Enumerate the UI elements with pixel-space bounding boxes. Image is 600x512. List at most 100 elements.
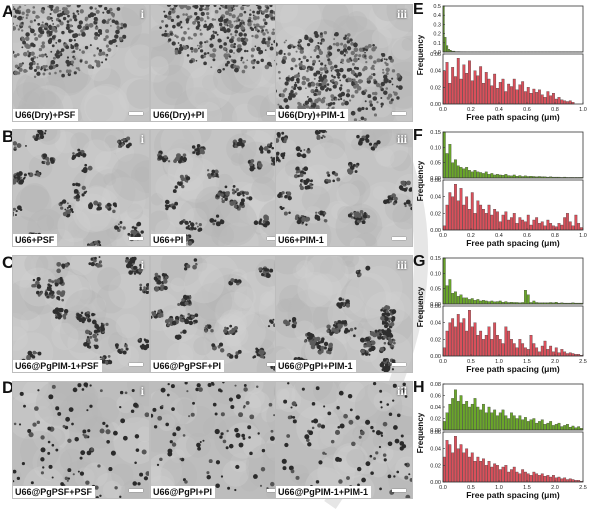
red-series-bar xyxy=(484,335,488,357)
green-series-bar xyxy=(554,424,558,431)
red-series-bar xyxy=(566,213,569,231)
red-series-bar xyxy=(445,62,449,105)
green-series-bar xyxy=(448,279,452,305)
green-series-bar xyxy=(493,409,497,431)
micrograph-c-iii: iii U66@PgPI+PIM-1 xyxy=(275,255,413,373)
green-series-bar xyxy=(535,422,539,431)
green-series-bar xyxy=(515,418,519,431)
green-series-bar xyxy=(470,298,474,305)
y-tick-label: 0.3 xyxy=(433,22,441,28)
red-series-bar xyxy=(479,330,483,357)
scale-bar xyxy=(267,112,281,115)
micrograph-c-i: i U66@PgPIM-1+PSF xyxy=(12,255,150,373)
red-series-bar xyxy=(496,465,499,483)
red-series-bar xyxy=(560,99,564,105)
green-series-bar xyxy=(456,165,460,179)
red-series-bar xyxy=(563,477,567,483)
y-tick-label: 0.04 xyxy=(430,447,441,453)
green-series-bar xyxy=(462,168,466,179)
red-series-bar xyxy=(462,204,466,231)
red-series-bar xyxy=(529,224,533,231)
green-series-frame xyxy=(442,5,584,53)
red-series-bar xyxy=(549,345,553,357)
scale-bar xyxy=(392,112,406,115)
red-series-bar xyxy=(546,349,550,357)
red-series-bar xyxy=(490,214,494,231)
micrograph-texture xyxy=(13,130,149,246)
red-series-bar xyxy=(518,339,522,357)
red-series-bar xyxy=(515,89,519,105)
red-series-bar xyxy=(554,477,558,483)
micrograph-texture xyxy=(276,382,412,498)
red-series-bar xyxy=(574,214,578,231)
panel-caption: U66@PgPI+PIM-1 xyxy=(276,360,356,372)
red-series-subplot: 0.00 0.02 0.04 0.06 xyxy=(430,430,584,486)
red-series-bar xyxy=(465,73,469,105)
x-tick-label: 0.6 xyxy=(523,233,531,239)
green-series-bar xyxy=(456,296,460,305)
green-series-bar xyxy=(552,425,555,431)
green-series-bar xyxy=(487,174,491,179)
red-series-bar xyxy=(524,347,527,357)
y-tick-label: 0.00 xyxy=(430,428,441,434)
green-series-bar xyxy=(470,171,474,179)
red-series-bar xyxy=(504,326,508,357)
y-tick-label: 0.06 xyxy=(430,394,441,400)
red-series-bar xyxy=(470,80,474,105)
red-series-bar xyxy=(521,469,525,483)
red-series-bar xyxy=(532,88,536,105)
panel-caption: U66(Dry)+PSF xyxy=(13,109,79,121)
row-label-b: B xyxy=(2,127,15,146)
red-series-bar xyxy=(476,75,480,105)
red-series-bar xyxy=(554,347,558,357)
y-tick-label: 0.02 xyxy=(430,211,441,217)
green-series-bar xyxy=(479,409,483,431)
panel-label: G xyxy=(413,253,425,270)
scale-bar xyxy=(129,112,143,115)
green-series-bar xyxy=(448,49,450,53)
red-series-bar xyxy=(529,93,533,105)
green-series-bar xyxy=(563,425,567,431)
panel-caption: U66(Dry)+PIM-1 xyxy=(276,109,348,121)
green-series-bar xyxy=(504,415,508,431)
red-series-bar xyxy=(524,91,527,105)
panel-caption: U66@PgPSF+PSF xyxy=(13,486,96,498)
red-series-bar xyxy=(462,452,466,483)
red-series-bar xyxy=(465,330,469,357)
y-axis-label: Frequency xyxy=(416,160,425,201)
red-series-bar xyxy=(482,209,485,231)
red-series-bar xyxy=(498,339,502,357)
y-tick-label: 0.02 xyxy=(430,463,441,469)
green-series-bar xyxy=(459,395,463,431)
scale-bar xyxy=(267,363,281,366)
red-series-bar xyxy=(540,94,544,105)
x-tick-label: 1.5 xyxy=(523,359,531,365)
y-tick-label: 0.00 xyxy=(430,480,441,486)
y-tick-label: 0.2 xyxy=(433,32,441,38)
panel-label: F xyxy=(413,127,423,144)
red-series-bar xyxy=(507,83,511,105)
y-axis-label: Frequency xyxy=(416,34,425,75)
red-series-bar xyxy=(557,97,561,105)
panel-label: H xyxy=(413,379,425,396)
red-series-bar xyxy=(465,196,469,231)
green-series-bar xyxy=(490,412,494,431)
x-tick-label: 0.2 xyxy=(467,107,475,113)
green-series-bar xyxy=(507,418,511,431)
red-series-bar xyxy=(540,345,544,357)
red-series-bar xyxy=(448,444,452,483)
red-series-bar xyxy=(512,343,516,357)
x-tick-label: 0.0 xyxy=(439,359,447,365)
red-series-bar xyxy=(518,473,522,483)
x-tick-label: 1.5 xyxy=(523,485,531,491)
red-series-bar xyxy=(498,82,502,105)
histogram-h: 0.00 0.02 0.04 0.06 0.08 0.00 0.02 0.04 0.06 0.0 0… xyxy=(413,379,595,506)
red-series-bar xyxy=(538,351,541,357)
y-tick-label: 0.0 xyxy=(433,50,441,56)
green-series-bar xyxy=(468,170,471,179)
red-series-bar xyxy=(518,84,522,105)
red-series-bar xyxy=(484,72,488,105)
green-series-bar xyxy=(448,403,452,431)
red-series-bar xyxy=(454,184,457,231)
scale-bar xyxy=(392,489,406,492)
